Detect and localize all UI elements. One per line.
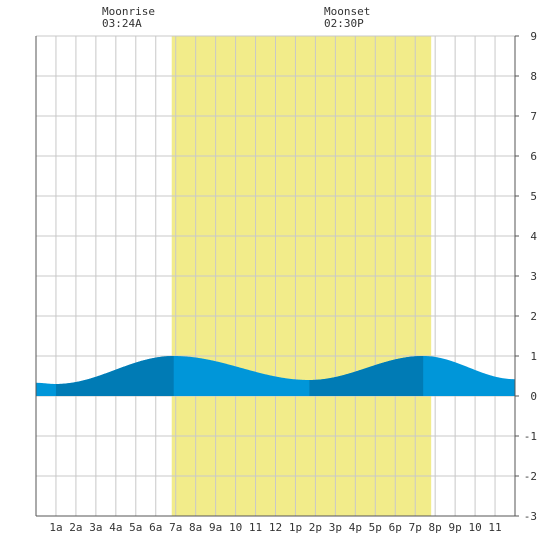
x-tick-label: 7p bbox=[409, 521, 422, 534]
y-tick-label: -3 bbox=[524, 510, 537, 523]
y-tick-label: 1 bbox=[530, 350, 537, 363]
x-tick-label: 1a bbox=[49, 521, 62, 534]
x-tick-label: 6p bbox=[389, 521, 402, 534]
x-tick-label: 7a bbox=[169, 521, 182, 534]
x-tick-label: 11 bbox=[249, 521, 262, 534]
x-tick-label: 5a bbox=[129, 521, 142, 534]
y-tick-label: 4 bbox=[530, 230, 537, 243]
x-tick-label: 10 bbox=[229, 521, 242, 534]
x-tick-label: 8p bbox=[429, 521, 442, 534]
moonrise-title: Moonrise bbox=[102, 5, 155, 18]
moonset-label: Moonset 02:30P bbox=[324, 6, 370, 30]
x-tick-label: 8a bbox=[189, 521, 202, 534]
x-tick-label: 9p bbox=[449, 521, 462, 534]
x-tick-label: 3p bbox=[329, 521, 342, 534]
x-tick-label: 6a bbox=[149, 521, 162, 534]
y-tick-label: 8 bbox=[530, 70, 537, 83]
y-tick-label: 3 bbox=[530, 270, 537, 283]
tide-area-shaded bbox=[55, 356, 174, 396]
x-tick-label: 9a bbox=[209, 521, 222, 534]
x-tick-label: 5p bbox=[369, 521, 382, 534]
x-tick-label: 10 bbox=[468, 521, 481, 534]
axis-layer bbox=[35, 35, 519, 517]
y-tick-label: 6 bbox=[530, 150, 537, 163]
tide-area-shaded bbox=[309, 356, 424, 396]
x-tick-label: 2a bbox=[69, 521, 82, 534]
tide-area-layer bbox=[36, 356, 515, 396]
moonrise-time: 03:24A bbox=[102, 17, 142, 30]
y-tick-label: 2 bbox=[530, 310, 537, 323]
x-tick-label: 4a bbox=[109, 521, 122, 534]
y-tick-labels: 9 8 7 6 5 4 3 2 1 0 -1 -2 -3 bbox=[524, 30, 538, 523]
moonset-time: 02:30P bbox=[324, 17, 364, 30]
moonrise-label: Moonrise 03:24A bbox=[102, 6, 155, 30]
x-tick-label: 2p bbox=[309, 521, 322, 534]
x-tick-labels: 1a 2a 3a 4a 5a 6a 7a 8a 9a 10 11 12 1p 2p 3p 4p 5p 6p 7p 8p… bbox=[49, 521, 501, 534]
x-tick-label: 1p bbox=[289, 521, 302, 534]
y-tick-label: 5 bbox=[530, 190, 537, 203]
x-tick-label: 4p bbox=[349, 521, 362, 534]
moonset-title: Moonset bbox=[324, 5, 371, 18]
y-tick-label: -1 bbox=[524, 430, 537, 443]
x-tick-label: 3a bbox=[89, 521, 102, 534]
y-tick-label: 0 bbox=[530, 390, 537, 403]
x-tick-label: 11 bbox=[488, 521, 501, 534]
y-tick-label: -2 bbox=[524, 470, 537, 483]
y-tick-label: 9 bbox=[530, 30, 537, 43]
y-tick-label: 7 bbox=[530, 110, 537, 123]
x-tick-label: 12 bbox=[269, 521, 282, 534]
